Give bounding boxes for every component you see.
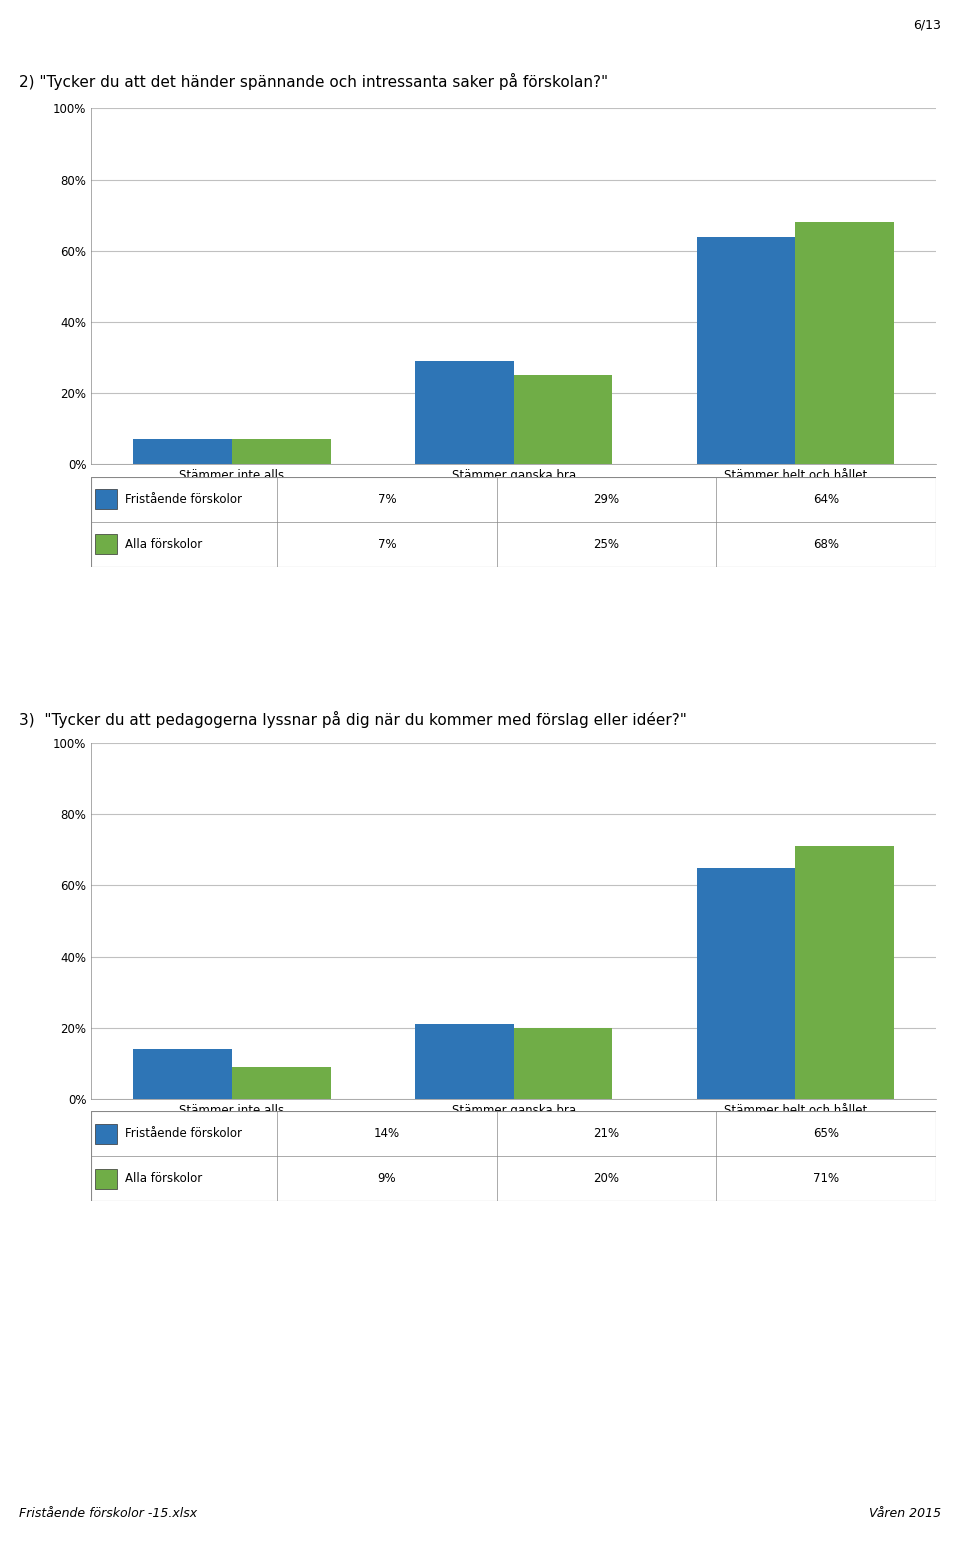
Text: 29%: 29% <box>593 492 619 506</box>
Text: 9%: 9% <box>377 1172 396 1186</box>
Text: 2) "Tycker du att det händer spännande och intressanta saker på förskolan?": 2) "Tycker du att det händer spännande o… <box>19 73 609 90</box>
Text: Alla förskolor: Alla förskolor <box>125 537 203 551</box>
FancyBboxPatch shape <box>95 489 116 509</box>
Text: Fristående förskolor: Fristående förskolor <box>125 1127 242 1141</box>
Text: Fristående förskolor: Fristående förskolor <box>125 492 242 506</box>
Text: 14%: 14% <box>373 1127 400 1141</box>
FancyBboxPatch shape <box>91 477 936 567</box>
Bar <box>415 361 514 464</box>
FancyBboxPatch shape <box>95 1124 116 1144</box>
Text: 25%: 25% <box>593 537 619 551</box>
Bar <box>697 867 795 1099</box>
Text: 6/13: 6/13 <box>913 19 941 31</box>
Text: 20%: 20% <box>593 1172 619 1186</box>
Text: Våren 2015: Våren 2015 <box>869 1508 941 1520</box>
Text: 64%: 64% <box>813 492 839 506</box>
FancyBboxPatch shape <box>95 534 116 554</box>
Text: 68%: 68% <box>813 537 839 551</box>
Text: Alla förskolor: Alla förskolor <box>125 1172 203 1186</box>
Bar <box>133 1050 232 1099</box>
Text: 65%: 65% <box>813 1127 839 1141</box>
Text: 7%: 7% <box>377 492 396 506</box>
FancyBboxPatch shape <box>91 1111 936 1201</box>
Bar <box>232 1067 330 1099</box>
Bar <box>133 440 232 464</box>
Bar <box>514 1028 612 1099</box>
Bar <box>795 223 894 464</box>
Text: 7%: 7% <box>377 537 396 551</box>
FancyBboxPatch shape <box>95 1169 116 1189</box>
Bar <box>232 440 330 464</box>
Text: Fristående förskolor -15.xlsx: Fristående förskolor -15.xlsx <box>19 1508 198 1520</box>
Text: 71%: 71% <box>813 1172 839 1186</box>
Bar <box>514 376 612 464</box>
Bar <box>795 847 894 1099</box>
Bar <box>697 237 795 464</box>
Bar <box>415 1025 514 1099</box>
Text: 3)  "Tycker du att pedagogerna lyssnar på dig när du kommer med förslag eller id: 3) "Tycker du att pedagogerna lyssnar på… <box>19 711 687 728</box>
Text: 21%: 21% <box>593 1127 619 1141</box>
